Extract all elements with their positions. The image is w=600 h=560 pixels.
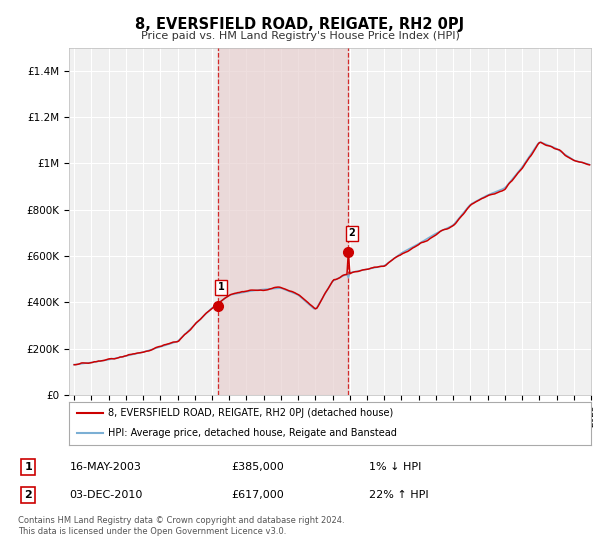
Text: 16-MAY-2003: 16-MAY-2003 [70, 462, 142, 472]
Text: £385,000: £385,000 [231, 462, 284, 472]
Text: 2: 2 [349, 228, 355, 239]
Bar [218, 48, 349, 395]
Text: 8, EVERSFIELD ROAD, REIGATE, RH2 0PJ (detached house): 8, EVERSFIELD ROAD, REIGATE, RH2 0PJ (de… [108, 408, 394, 418]
Text: 1% ↓ HPI: 1% ↓ HPI [369, 462, 421, 472]
Text: 2: 2 [24, 490, 32, 500]
Text: 03-DEC-2010: 03-DEC-2010 [70, 490, 143, 500]
Text: £617,000: £617,000 [231, 490, 284, 500]
Text: 1: 1 [24, 462, 32, 472]
Text: 8, EVERSFIELD ROAD, REIGATE, RH2 0PJ: 8, EVERSFIELD ROAD, REIGATE, RH2 0PJ [136, 17, 464, 32]
Text: HPI: Average price, detached house, Reigate and Banstead: HPI: Average price, detached house, Reig… [108, 428, 397, 438]
Text: 22% ↑ HPI: 22% ↑ HPI [369, 490, 429, 500]
Text: 1: 1 [218, 282, 224, 292]
Text: Contains HM Land Registry data © Crown copyright and database right 2024.
This d: Contains HM Land Registry data © Crown c… [18, 516, 344, 536]
Text: Price paid vs. HM Land Registry's House Price Index (HPI): Price paid vs. HM Land Registry's House … [140, 31, 460, 41]
